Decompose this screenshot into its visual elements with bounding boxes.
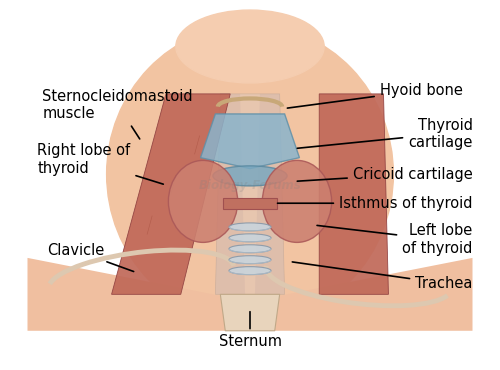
Text: Thyroid
cartilage: Thyroid cartilage (298, 118, 472, 150)
Ellipse shape (168, 161, 237, 242)
Text: Right lobe of
thyroid: Right lobe of thyroid (38, 143, 164, 184)
Polygon shape (216, 94, 245, 294)
Ellipse shape (176, 10, 324, 83)
Polygon shape (216, 94, 284, 294)
Text: Isthmus of thyroid: Isthmus of thyroid (278, 196, 472, 211)
Text: Trachea: Trachea (292, 262, 472, 291)
Polygon shape (319, 94, 388, 294)
Ellipse shape (213, 166, 287, 186)
Ellipse shape (229, 256, 271, 264)
Polygon shape (255, 94, 284, 294)
Polygon shape (112, 94, 230, 294)
Ellipse shape (229, 267, 271, 275)
Text: Clavicle: Clavicle (48, 243, 134, 272)
Text: Hyoid bone: Hyoid bone (288, 83, 463, 108)
Text: Cricoid cartilage: Cricoid cartilage (298, 166, 472, 182)
Text: Left lobe
of thyroid: Left lobe of thyroid (317, 223, 472, 256)
Ellipse shape (262, 161, 332, 242)
Text: Biology-Forums: Biology-Forums (198, 178, 302, 192)
Text: Sternocleidomastoid
muscle: Sternocleidomastoid muscle (42, 89, 193, 139)
Ellipse shape (106, 25, 394, 323)
Text: Sternum: Sternum (218, 312, 282, 349)
Polygon shape (28, 258, 472, 331)
Ellipse shape (229, 223, 271, 231)
Polygon shape (200, 114, 300, 169)
Ellipse shape (229, 234, 271, 242)
Polygon shape (220, 294, 280, 331)
Polygon shape (223, 198, 277, 209)
Ellipse shape (229, 245, 271, 253)
